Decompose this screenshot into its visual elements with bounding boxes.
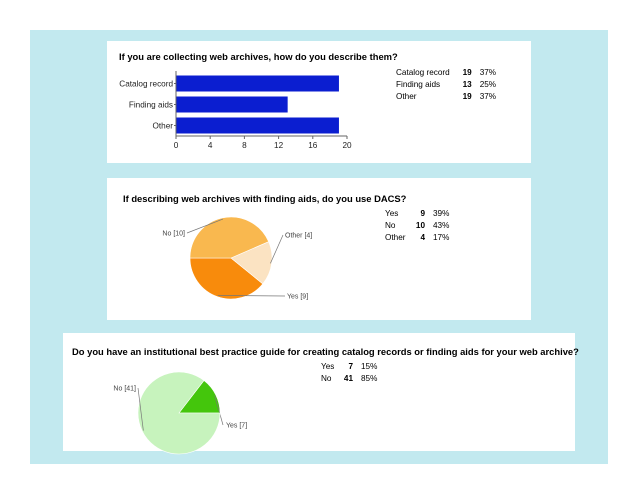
slice-label: Other [4] (285, 233, 312, 240)
stats-percent: 37% (479, 68, 497, 77)
y-tick-label: Other (153, 122, 174, 131)
slice-label: Yes [9] (287, 294, 308, 301)
stats-label: Other (396, 92, 417, 101)
best-practice-pie-title: Do you have an institutional best practi… (72, 346, 579, 357)
stats-label: Other (385, 233, 406, 242)
best-practice-pie-chart: Yes [7] No [41] (113, 371, 247, 455)
y-tick-label: Catalog record (119, 80, 173, 89)
stats-label: No (321, 374, 332, 383)
best-practice-pie-panel: Do you have an institutional best practi… (63, 333, 579, 455)
slice-label: No [10] (162, 231, 185, 238)
bar-finding-aids (176, 96, 288, 113)
slice-label: No [41] (113, 386, 136, 393)
stats-row-finding-aids: Finding aids 13 25% (396, 80, 496, 92)
dacs-stats-table: Yes 9 39% No 10 43% Other 4 17% (385, 209, 449, 245)
stats-row-no: No 10 43% (385, 221, 449, 233)
stats-count: 4 (420, 233, 425, 242)
stats-count: 13 (462, 80, 472, 89)
stats-percent: 25% (479, 80, 497, 89)
stats-count: 41 (343, 374, 353, 383)
stats-count: 9 (420, 209, 425, 218)
pie-slice-yes (189, 257, 264, 300)
leader-line (217, 295, 286, 297)
stats-label: Finding aids (396, 80, 441, 89)
dacs-pie-panel: If describing web archives with finding … (107, 178, 531, 320)
pie-slice-no (137, 371, 221, 455)
stats-percent: 37% (479, 92, 497, 101)
pie-slice-no (189, 216, 270, 259)
x-tick-label: 0 (174, 141, 179, 150)
y-tick-label: Finding aids (129, 101, 173, 110)
stats-row-yes: Yes 7 15% (321, 362, 377, 374)
stats-percent: 17% (433, 233, 450, 242)
stats-count: 19 (462, 68, 472, 77)
stats-row-no: No 41 85% (321, 374, 377, 386)
x-tick-label: 8 (242, 141, 247, 150)
stats-label: Catalog record (396, 68, 450, 77)
stats-percent: 85% (361, 374, 378, 383)
stats-count: 7 (348, 362, 353, 371)
x-tick-label: 16 (308, 141, 318, 150)
stats-count: 19 (462, 92, 472, 101)
best-practice-stats-table: Yes 7 15% No 41 85% (321, 362, 377, 386)
stats-label: No (385, 221, 396, 230)
leader-line (137, 387, 144, 431)
bar-chart-panel: If you are collecting web archives, how … (107, 41, 531, 163)
x-tick-label: 4 (208, 141, 213, 150)
bar-stats-table: Catalog record 19 37% Finding aids 13 25% Ot… (396, 68, 496, 104)
leader-line (186, 218, 224, 234)
stats-count: 10 (415, 221, 425, 230)
bar-other (176, 117, 339, 134)
stats-row-other: Other 19 37% (396, 92, 496, 104)
stats-row-other: Other 4 17% (385, 233, 449, 245)
stats-percent: 43% (433, 221, 450, 230)
stats-percent: 39% (433, 209, 450, 218)
bar-catalog-record (176, 75, 339, 92)
stats-label: Yes (385, 209, 399, 218)
slice-label: Yes [7] (226, 423, 247, 430)
stats-row-catalog-record: Catalog record 19 37% (396, 68, 496, 80)
dacs-pie-chart: Yes [9] Other [4] No [10] (162, 216, 312, 301)
x-tick-label: 12 (274, 141, 284, 150)
stats-row-yes: Yes 9 39% (385, 209, 449, 221)
pie-slice-other (230, 241, 273, 285)
bar-chart-title: If you are collecting web archives, how … (119, 51, 398, 62)
x-tick-label: 20 (342, 141, 352, 150)
leader-line (270, 234, 284, 264)
bar-chart: Catalog record Finding aids Other 0 4 8 12 16 20 (119, 71, 352, 150)
dacs-pie-title: If describing web archives with finding … (123, 193, 407, 204)
stats-percent: 15% (361, 362, 378, 371)
stats-label: Yes (321, 362, 335, 371)
leader-line (214, 395, 224, 426)
